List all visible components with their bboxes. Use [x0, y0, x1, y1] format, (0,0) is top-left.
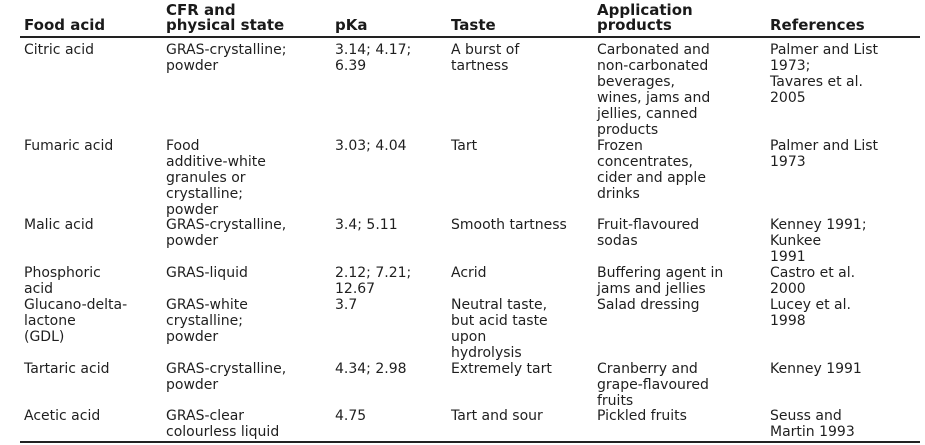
cell-taste: A burst of tartness [451, 42, 520, 74]
cell-application: Salad dressing [597, 297, 700, 313]
cell-cfr: GRAS-crystalline, powder [166, 361, 287, 393]
cell-references: Seuss and Martin 1993 [770, 408, 855, 440]
cell-pka: 3.03; 4.04 [335, 138, 407, 154]
cell-cfr: GRAS-white crystalline; powder [166, 297, 248, 345]
cell-application: Frozen concentrates, cider and apple dri… [597, 138, 706, 202]
cell-taste: Tart [451, 138, 478, 154]
cell-pka: 3.14; 4.17; 6.39 [335, 42, 412, 74]
cell-references: Palmer and List 1973 [770, 138, 879, 170]
cell-cfr: Food additive-white granules or crystall… [166, 138, 266, 218]
cell-references: Kenney 1991; Kunkee 1991 [770, 217, 867, 265]
cell-references: Lucey et al. 1998 [770, 297, 851, 329]
cell-pka: 3.4; 5.11 [335, 217, 398, 233]
cell-references: Castro et al. 2000 [770, 265, 856, 297]
cell-taste: Tart and sour [451, 408, 543, 424]
cell-food-acid: Fumaric acid [24, 138, 114, 154]
header-references: References [770, 16, 865, 34]
cell-cfr: GRAS-liquid [166, 265, 248, 281]
header-pka: pKa [335, 16, 368, 34]
cell-application: Pickled fruits [597, 408, 687, 424]
cell-pka: 4.75 [335, 408, 367, 424]
cell-application: Carbonated and non-carbonated beverages,… [597, 42, 711, 138]
cell-food-acid: Malic acid [24, 217, 94, 233]
cell-pka: 4.34; 2.98 [335, 361, 407, 377]
cell-taste: Acrid [451, 265, 487, 281]
header-taste: Taste [451, 16, 496, 34]
cell-food-acid: Tartaric acid [24, 361, 110, 377]
cell-pka: 2.12; 7.21; 12.67 [335, 265, 412, 297]
cell-food-acid: Acetic acid [24, 408, 101, 424]
cell-taste: Smooth tartness [451, 217, 567, 233]
cell-references: Kenney 1991 [770, 361, 862, 377]
cell-food-acid: Glucano-delta- lactone (GDL) [24, 297, 128, 345]
cell-application: Cranberry and grape-flavoured fruits [597, 361, 709, 409]
header-cfr: CFR and physical state [166, 1, 285, 34]
cell-food-acid: Citric acid [24, 42, 94, 58]
cell-food-acid: Phosphoric acid [24, 265, 101, 297]
header-rule [20, 36, 920, 38]
bottom-rule [20, 441, 920, 443]
cell-taste: Extremely tart [451, 361, 552, 377]
cell-application: Buffering agent in jams and jellies [597, 265, 724, 297]
cell-cfr: GRAS-crystalline, powder [166, 217, 287, 249]
cell-taste: Neutral taste, but acid taste upon hydro… [451, 297, 548, 361]
cell-pka: 3.7 [335, 297, 358, 313]
cell-cfr: GRAS-clear colourless liquid [166, 408, 280, 440]
cell-application: Fruit-flavoured sodas [597, 217, 700, 249]
header-application: Application products [597, 1, 693, 34]
cell-cfr: GRAS-crystalline; powder [166, 42, 287, 74]
header-food-acid: Food acid [24, 16, 106, 34]
cell-references: Palmer and List 1973; Tavares et al. 200… [770, 42, 879, 106]
